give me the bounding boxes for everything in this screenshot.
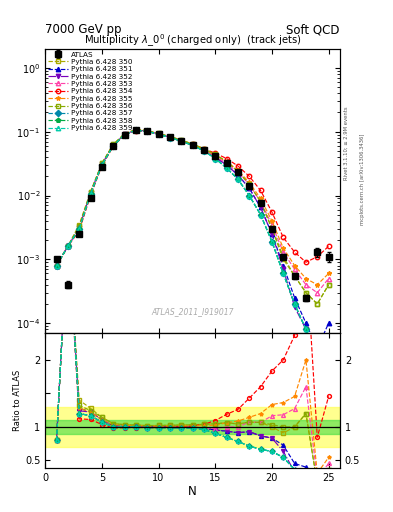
Title: Multiplicity $\lambda\_0^0$ (charged only)  (track jets): Multiplicity $\lambda\_0^0$ (charged onl… xyxy=(84,32,301,49)
Text: Rivet 3.1.10; ≥ 2.9M events: Rivet 3.1.10; ≥ 2.9M events xyxy=(344,106,349,180)
Text: 7000 GeV pp: 7000 GeV pp xyxy=(45,23,122,36)
Text: Soft QCD: Soft QCD xyxy=(286,23,340,36)
Text: ATLAS_2011_I919017: ATLAS_2011_I919017 xyxy=(151,307,234,316)
Text: mcplots.cern.ch [arXiv:1306.3436]: mcplots.cern.ch [arXiv:1306.3436] xyxy=(360,134,365,225)
Y-axis label: Ratio to ATLAS: Ratio to ATLAS xyxy=(13,370,22,432)
Legend: ATLAS, Pythia 6.428 350, Pythia 6.428 351, Pythia 6.428 352, Pythia 6.428 353, P: ATLAS, Pythia 6.428 350, Pythia 6.428 35… xyxy=(48,51,133,132)
X-axis label: N: N xyxy=(188,485,197,498)
Bar xyxy=(45,420,340,434)
Bar xyxy=(45,407,340,447)
